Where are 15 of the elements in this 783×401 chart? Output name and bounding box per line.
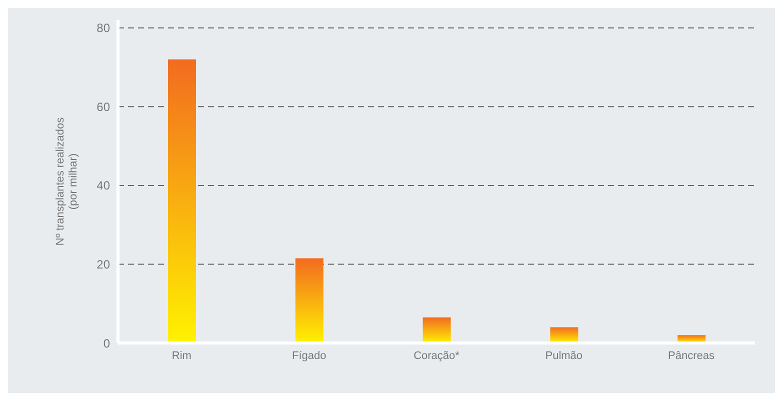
x-tick-label: Pulmão (545, 350, 583, 362)
bar (422, 317, 451, 343)
y-tick-label: 40 (96, 178, 110, 193)
bar (168, 59, 196, 343)
x-tick-label: Rim (172, 350, 192, 362)
bar (295, 258, 324, 343)
y-tick-label: 60 (96, 100, 110, 114)
y-tick-label: 20 (96, 257, 110, 272)
y-axis-title: Nº transplantes realizados (por milhar) (54, 116, 80, 246)
x-tick-label: Fígado (292, 350, 326, 362)
y-tick-label: 80 (96, 21, 110, 36)
bar (550, 327, 578, 343)
x-tick-label: Pâncreas (668, 350, 716, 362)
y-tick-label: 0 (103, 336, 110, 350)
x-tick-label: Coração* (414, 350, 460, 362)
